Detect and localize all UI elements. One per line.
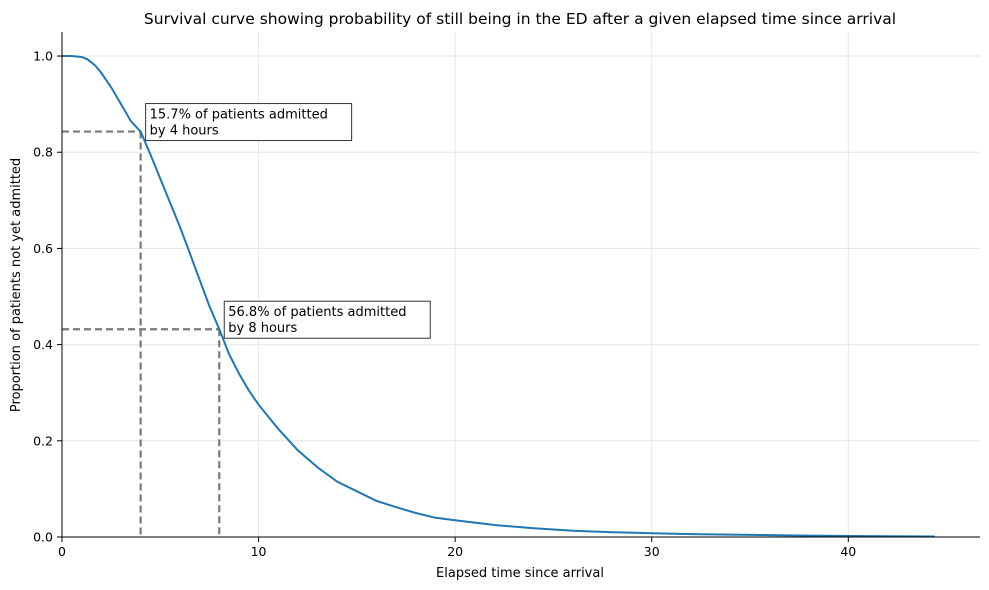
x-axis-label: Elapsed time since arrival	[436, 566, 604, 581]
y-axis-label: Proportion of patients not yet admitted	[9, 158, 24, 412]
x-tick-label: 0	[58, 544, 66, 559]
series-group	[62, 55, 935, 538]
annotation-line-2: by 8 hours	[228, 321, 297, 336]
y-tick-label: 1.0	[33, 49, 53, 64]
x-tick-label: 40	[840, 544, 856, 559]
y-tick-label: 0.8	[33, 145, 53, 160]
tick-labels: 0 10 20 30 40 0.0 0.2 0.4 0.6 0.8 1.0	[33, 49, 856, 559]
grid-lines	[62, 32, 980, 537]
annotation-frame	[145, 103, 353, 142]
x-tick-label: 20	[447, 544, 463, 559]
axes	[57, 32, 980, 542]
y-tick-label: 0.2	[33, 433, 53, 448]
chart-title: Survival curve showing probability of st…	[144, 10, 896, 28]
x-tick-label: 30	[644, 544, 660, 559]
annotation-line-1: 15.7% of patients admitted	[150, 108, 328, 123]
annotation-frame	[223, 300, 431, 339]
reference-lines	[62, 130, 221, 537]
x-tick-label: 10	[251, 544, 267, 559]
annotation-line-1: 56.8% of patients admitted	[228, 305, 406, 320]
y-tick-label: 0.4	[33, 337, 53, 352]
annotation-line-2: by 4 hours	[150, 124, 219, 139]
y-tick-label: 0.0	[33, 530, 53, 545]
y-tick-label: 0.6	[33, 241, 53, 256]
survival-curve-line	[62, 55, 935, 538]
